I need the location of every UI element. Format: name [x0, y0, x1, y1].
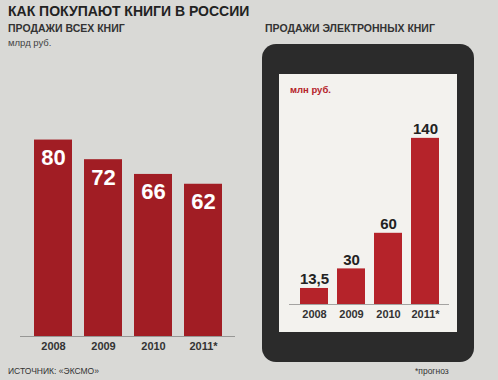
- html-text:ПРОДАЖИ ВСЕХ КНИГ: ПРОДАЖИ ВСЕХ КНИГ: [8, 22, 125, 34]
- html-text:ИСТОЧНИК: «ЭКСМО»: ИСТОЧНИК: «ЭКСМО»: [8, 366, 99, 376]
- svg-text:66: 66: [141, 179, 165, 204]
- svg-text:2010: 2010: [141, 340, 165, 352]
- svg-text:13,5: 13,5: [300, 270, 329, 287]
- svg-text:2011*: 2011*: [411, 308, 440, 320]
- svg-text:60: 60: [380, 215, 397, 232]
- svg-text:72: 72: [91, 165, 115, 190]
- svg-text:62: 62: [191, 189, 215, 214]
- svg-text:2011*: 2011*: [189, 340, 218, 352]
- svg-text:2009: 2009: [91, 340, 115, 352]
- svg-text:140: 140: [413, 120, 438, 137]
- html-text:млрд руб.: млрд руб.: [8, 37, 52, 48]
- svg-text:30: 30: [343, 251, 360, 268]
- html-text:*прогноз: *прогноз: [415, 366, 449, 376]
- svg-text:80: 80: [41, 145, 65, 170]
- svg-text:2009: 2009: [339, 308, 363, 320]
- html-text:млн руб.: млн руб.: [290, 84, 331, 95]
- html-text:КАК ПОКУПАЮТ КНИГИ В РОССИИ: КАК ПОКУПАЮТ КНИГИ В РОССИИ: [8, 3, 250, 19]
- html-text:ПРОДАЖИ ЭЛЕКТРОННЫХ КНИГ: ПРОДАЖИ ЭЛЕКТРОННЫХ КНИГ: [265, 22, 435, 34]
- svg-text:2008: 2008: [41, 340, 65, 352]
- svg-text:2010: 2010: [376, 308, 400, 320]
- svg-text:2008: 2008: [302, 308, 326, 320]
